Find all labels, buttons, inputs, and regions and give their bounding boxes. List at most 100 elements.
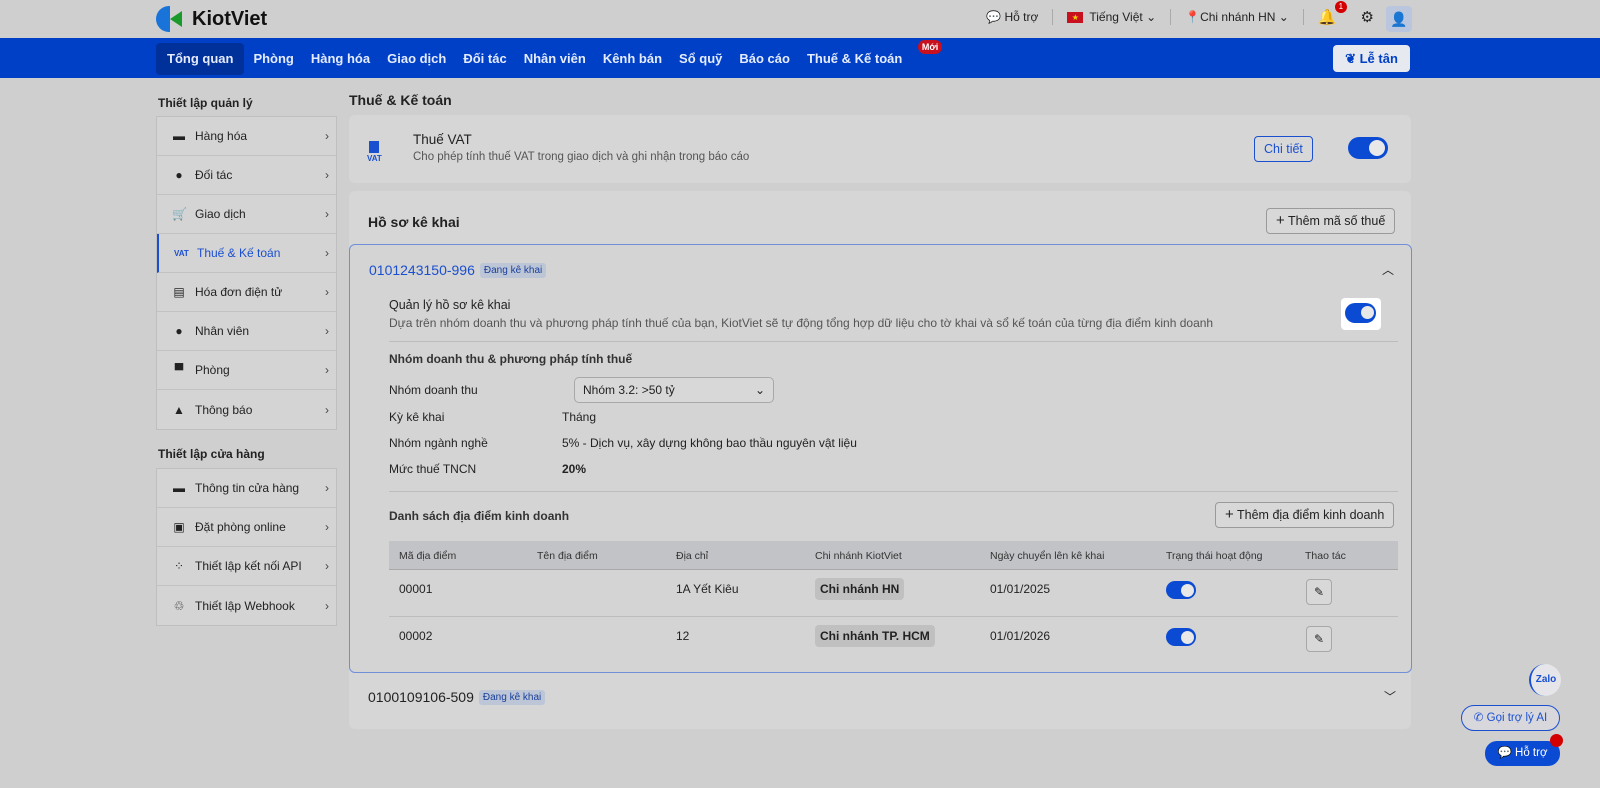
industry-value: 5% - Dịch vụ, xây dựng không bao thầu ng… [562, 436, 857, 450]
nav-tong-quan[interactable]: Tổng quan [156, 43, 245, 75]
zalo-button[interactable]: Zalo [1529, 664, 1561, 696]
profile-header-collapsed[interactable]: 0100109106-509 Đang kê khai [368, 689, 546, 705]
section-title: Nhóm doanh thu & phương pháp tính thuế [389, 352, 633, 366]
sidebar-item-label: Thiết lập kết nối API [195, 559, 302, 573]
cell-date: 01/01/2025 [990, 582, 1051, 596]
col-code: Mã địa điểm [399, 550, 457, 562]
notification-button[interactable]: 🔔 1 [1318, 1, 1347, 26]
support-link[interactable]: 💬 Hỗ trợ [986, 10, 1038, 24]
chevron-right-icon: › [325, 363, 329, 377]
vat-card: VAT Thuế VAT Cho phép tính thuế VAT tron… [349, 115, 1411, 183]
sidebar-item-hoa-don[interactable]: ▤ Hóa đơn điện tử › [157, 273, 336, 312]
divider [1052, 9, 1054, 25]
lotus-icon: ❦ [1345, 51, 1356, 66]
chevron-right-icon: › [325, 520, 329, 534]
support-notification-dot [1550, 734, 1563, 747]
chevron-right-icon: › [325, 598, 329, 613]
support-chat-button[interactable]: 💬 Hỗ trợ [1485, 741, 1560, 766]
col-address: Địa chỉ [676, 550, 709, 562]
sidebar-item-doi-tac[interactable]: ● Đối tác › [157, 156, 336, 195]
ai-call-button[interactable]: ✆ Gọi trợ lý AI [1461, 705, 1560, 731]
nav-kenh-ban[interactable]: Kênh bán [602, 51, 663, 66]
nav-phong[interactable]: Phòng [253, 51, 294, 66]
tax-id: 0101243150-996 [369, 262, 475, 278]
vat-detail-button[interactable]: Chi tiết [1254, 136, 1313, 162]
sidebar-item-giao-dich[interactable]: 🛒 Giao dịch › [157, 195, 336, 234]
bell-icon: ▲ [173, 402, 185, 417]
sidebar-item-dat-phong[interactable]: ▣ Đặt phòng online › [157, 508, 336, 547]
sidebar-item-api[interactable]: ⁘ Thiết lập kết nối API › [157, 547, 336, 586]
add-tax-label: Thêm mã số thuế [1288, 214, 1386, 228]
chevron-right-icon: › [325, 559, 329, 573]
profiles-title: Hồ sơ kê khai [368, 214, 460, 230]
branch-select[interactable]: 📍Chi nhánh HN ⌄ [1185, 10, 1289, 24]
sidebar-item-label: Nhân viên [195, 324, 250, 338]
nav-nhan-vien[interactable]: Nhân viên [523, 51, 586, 66]
add-location-button[interactable]: + Thêm địa điểm kinh doanh [1215, 502, 1395, 528]
chevron-right-icon: › [325, 402, 329, 417]
person-icon: ● [175, 168, 183, 182]
sidebar-item-webhook[interactable]: ♲ Thiết lập Webhook › [157, 586, 336, 625]
sidebar-item-thong-tin-cua-hang[interactable]: ▬ Thông tin cửa hàng › [157, 469, 336, 508]
webhook-icon: ♲ [173, 598, 185, 613]
vat-toggle[interactable] [1348, 137, 1388, 162]
nav-so-quy[interactable]: Sổ quỹ [679, 51, 723, 66]
nav-giao-dich[interactable]: Giao dịch [387, 51, 447, 66]
col-status: Trạng thái hoạt động [1166, 550, 1263, 562]
status-toggle[interactable] [1166, 581, 1196, 602]
sidebar-item-thong-bao[interactable]: ▲ Thông báo › [157, 390, 336, 429]
locations-table: Mã địa điểm Tên địa điểm Địa chỉ Chi nhá… [389, 541, 1398, 671]
nav-hang-hoa[interactable]: Hàng hóa [310, 51, 371, 66]
sidebar-item-label: Thiết lập Webhook [195, 598, 295, 613]
nav-thue-ke-toan[interactable]: Thuế & Kế toán Mới [799, 40, 943, 75]
logo[interactable]: KiotViet [156, 6, 267, 32]
add-tax-id-button[interactable]: + Thêm mã số thuế [1266, 208, 1396, 234]
status-toggle[interactable] [1166, 628, 1196, 649]
chevron-down-icon: ⌄ [1146, 10, 1157, 24]
locations-title: Danh sách địa điểm kinh doanh [389, 509, 570, 523]
chevron-down-icon: ⌄ [1278, 10, 1289, 24]
sidebar-item-thue-ke-toan[interactable]: VAT Thuế & Kế toán › [157, 234, 336, 273]
manage-toggle[interactable] [1341, 298, 1381, 330]
chevron-right-icon: › [325, 481, 329, 495]
chevron-right-icon: › [325, 285, 329, 299]
revenue-group-select[interactable]: Nhóm 3.2: >50 tỷ ⌄ [574, 377, 774, 403]
sidebar-item-nhan-vien[interactable]: ● Nhân viên › [157, 312, 336, 351]
manage-title: Quản lý hồ sơ kê khai [389, 298, 511, 312]
store-icon: ▬ [173, 481, 185, 495]
col-date: Ngày chuyển lên kê khai [990, 550, 1105, 562]
edit-button[interactable]: ✎ [1306, 626, 1332, 652]
nav-doi-tac[interactable]: Đối tác [463, 51, 507, 66]
sidebar-item-label: Đặt phòng online [195, 520, 286, 534]
vat-description: Cho phép tính thuế VAT trong giao dịch v… [413, 151, 750, 163]
settings-gear-icon[interactable]: ⚙ [1360, 9, 1374, 26]
chevron-right-icon: › [325, 207, 329, 221]
kiotviet-logo-icon [156, 6, 186, 32]
vat-title: Thuế VAT [413, 132, 472, 147]
sidebar-item-label: Thuế & Kế toán [197, 246, 281, 260]
chevron-down-icon[interactable]: ﹀ [1384, 690, 1397, 704]
profile-panel-expanded: 0101243150-996 Đang kê khai ︿ Quản lý hồ… [349, 244, 1412, 673]
industry-label: Nhóm ngành nghề [389, 436, 488, 450]
sidebar-item-label: Hóa đơn điện tử [195, 285, 283, 299]
nav-bao-cao[interactable]: Báo cáo [739, 51, 790, 66]
reception-button[interactable]: ❦ Lễ tân [1333, 45, 1410, 72]
profile-header[interactable]: 0101243150-996 Đang kê khai [369, 262, 547, 278]
new-badge: Mới [917, 40, 943, 54]
reception-label: Lễ tân [1359, 51, 1398, 66]
sidebar-item-label: Thông báo [195, 402, 253, 417]
sidebar-item-hang-hoa[interactable]: ▬ Hàng hóa › [157, 117, 336, 156]
chevron-up-icon[interactable]: ︿ [1381, 263, 1394, 277]
pit-label: Mức thuế TNCN [389, 462, 477, 476]
plus-icon: + [1276, 212, 1285, 229]
notification-badge: 1 [1334, 1, 1347, 13]
support-label: Hỗ trợ [1004, 10, 1039, 24]
tax-id: 0100109106-509 [368, 689, 474, 705]
user-avatar[interactable]: 👤 [1386, 6, 1412, 32]
sidebar-item-phong[interactable]: ▀ Phòng › [157, 351, 336, 390]
edit-button[interactable]: ✎ [1306, 579, 1332, 605]
sidebar-item-label: Phòng [195, 363, 230, 377]
col-actions: Thao tác [1305, 550, 1346, 562]
language-select[interactable]: ★ Tiếng Việt ⌄ [1067, 10, 1156, 24]
bed-icon: ▀ [174, 363, 184, 377]
